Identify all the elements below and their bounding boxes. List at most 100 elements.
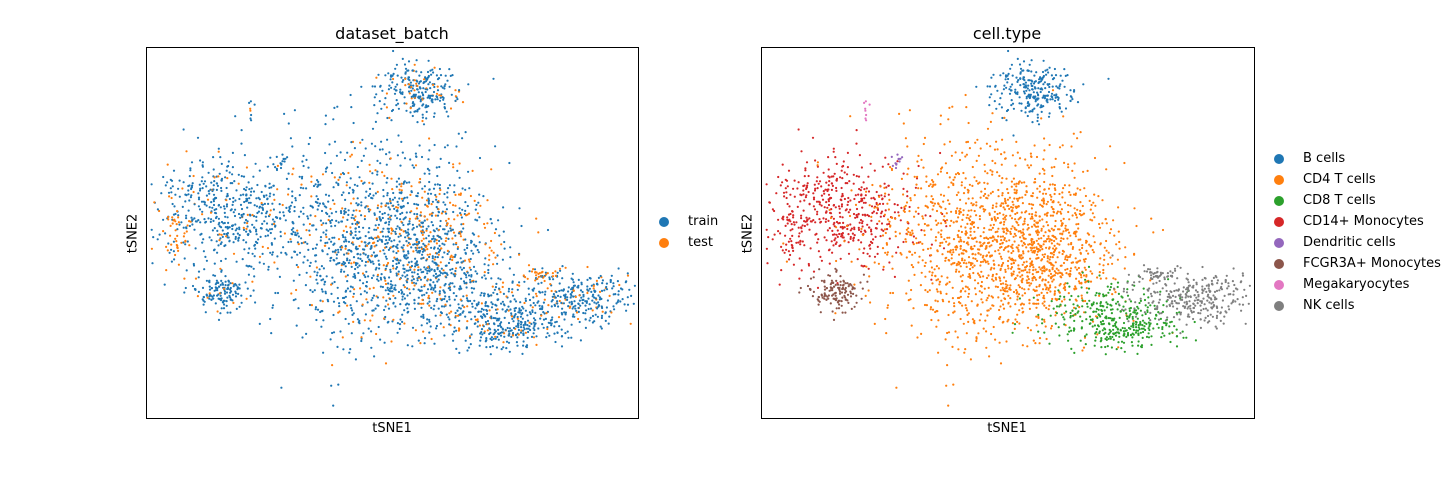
data-point — [835, 162, 838, 165]
data-point — [783, 195, 786, 198]
data-point — [494, 286, 497, 289]
data-point — [486, 319, 490, 323]
data-point — [397, 290, 401, 294]
data-point — [839, 215, 842, 218]
data-point — [418, 107, 421, 110]
data-point — [188, 224, 191, 228]
data-point — [839, 284, 842, 287]
data-point — [332, 313, 335, 317]
data-point — [204, 311, 207, 314]
data-point — [500, 331, 503, 334]
data-point — [924, 204, 927, 207]
data-point — [596, 307, 599, 310]
data-point — [350, 307, 353, 310]
data-point — [492, 77, 495, 80]
data-point — [870, 233, 873, 236]
data-point — [469, 299, 472, 303]
data-point — [881, 165, 884, 168]
data-point — [585, 300, 588, 303]
data-point — [442, 201, 445, 204]
data-point — [427, 59, 430, 62]
data-point — [1026, 87, 1029, 90]
data-point — [574, 304, 577, 307]
data-point — [361, 272, 365, 275]
data-point — [403, 271, 406, 274]
data-point — [908, 205, 911, 209]
data-point — [353, 147, 356, 150]
data-point — [360, 337, 363, 340]
data-point — [199, 159, 202, 162]
data-point — [426, 288, 430, 291]
data-point — [1071, 169, 1074, 172]
data-point — [209, 220, 212, 223]
data-point — [418, 219, 421, 222]
data-point — [532, 321, 535, 324]
data-point — [178, 195, 181, 198]
data-point — [184, 286, 187, 290]
data-point — [954, 210, 958, 213]
data-point — [882, 229, 885, 232]
data-point — [427, 200, 430, 203]
data-point — [245, 186, 248, 189]
data-point — [871, 211, 874, 215]
data-point — [511, 281, 514, 284]
data-point — [436, 85, 439, 88]
data-point — [539, 291, 542, 294]
data-point — [477, 201, 480, 204]
data-point — [586, 291, 589, 295]
data-point — [1028, 233, 1031, 236]
data-point — [521, 305, 524, 308]
data-point — [933, 202, 936, 205]
data-point — [1000, 153, 1003, 156]
data-point — [805, 216, 808, 219]
data-point — [201, 241, 204, 244]
data-point — [843, 294, 846, 297]
data-point — [469, 311, 472, 314]
data-point — [1052, 77, 1056, 80]
data-point — [846, 203, 849, 206]
data-point — [407, 269, 410, 272]
data-point — [597, 294, 600, 297]
data-point — [786, 185, 789, 188]
data-point — [598, 298, 601, 301]
data-point — [186, 240, 189, 243]
data-point — [333, 236, 336, 239]
data-point — [965, 106, 968, 109]
data-point — [428, 300, 431, 303]
data-point — [1029, 164, 1033, 167]
data-point — [906, 220, 909, 224]
data-point — [226, 286, 229, 289]
data-point — [392, 302, 395, 305]
data-point — [1044, 69, 1047, 72]
data-point — [443, 297, 446, 301]
data-point — [549, 322, 552, 325]
data-point — [491, 285, 494, 288]
data-point — [541, 323, 544, 326]
data-point — [372, 294, 375, 297]
data-point — [280, 251, 283, 254]
data-point — [225, 203, 229, 206]
data-point — [362, 226, 365, 229]
data-point — [331, 199, 335, 202]
data-point — [967, 292, 970, 295]
data-point — [290, 240, 293, 243]
data-point — [835, 226, 838, 229]
data-point — [799, 193, 802, 196]
data-point — [455, 241, 458, 245]
data-point — [499, 324, 502, 327]
data-point — [991, 304, 994, 307]
data-point — [876, 245, 879, 248]
data-point — [194, 277, 198, 280]
data-point — [378, 210, 381, 213]
data-point — [354, 230, 357, 233]
data-point — [926, 224, 929, 227]
data-point — [789, 220, 792, 223]
data-point — [386, 116, 389, 120]
data-point — [307, 217, 310, 220]
data-point — [389, 246, 392, 249]
data-point — [256, 211, 259, 215]
data-point — [212, 203, 216, 207]
data-point — [375, 244, 378, 247]
data-point — [551, 316, 554, 319]
data-point — [490, 239, 493, 243]
